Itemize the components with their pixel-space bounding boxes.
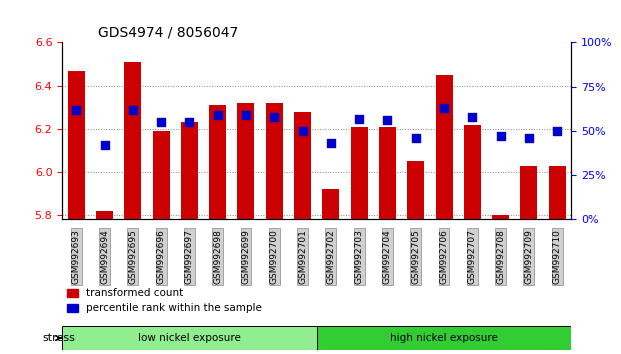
Text: high nickel exposure: high nickel exposure — [390, 333, 498, 343]
Point — [496, 133, 505, 139]
Bar — [379, 127, 396, 219]
Bar — [237, 103, 255, 219]
Text: GDS4974 / 8056047: GDS4974 / 8056047 — [97, 26, 238, 40]
Point — [184, 119, 194, 125]
Point — [439, 105, 449, 111]
Bar — [351, 127, 368, 219]
Bar — [549, 166, 566, 219]
FancyBboxPatch shape — [62, 326, 317, 350]
Text: low nickel exposure: low nickel exposure — [138, 333, 241, 343]
Point — [213, 112, 223, 118]
FancyBboxPatch shape — [317, 326, 571, 350]
Bar — [181, 122, 198, 219]
Point — [241, 112, 251, 118]
Text: stress: stress — [42, 333, 75, 343]
Point — [524, 135, 534, 141]
Bar — [294, 112, 311, 219]
Point — [71, 107, 81, 113]
Bar — [407, 161, 424, 219]
Point — [383, 118, 392, 123]
Bar — [492, 215, 509, 219]
Point — [468, 114, 478, 120]
Bar — [153, 131, 170, 219]
Bar — [435, 75, 453, 219]
Point — [410, 135, 420, 141]
Point — [270, 114, 279, 120]
Legend: transformed count, percentile rank within the sample: transformed count, percentile rank withi… — [67, 288, 262, 313]
Point — [156, 119, 166, 125]
Bar — [96, 211, 113, 219]
Bar — [209, 105, 226, 219]
Bar — [322, 189, 339, 219]
Bar — [520, 166, 537, 219]
Point — [297, 128, 307, 134]
Bar — [464, 125, 481, 219]
Point — [552, 128, 562, 134]
Point — [354, 116, 364, 121]
Bar — [266, 103, 283, 219]
Point — [326, 141, 336, 146]
Point — [99, 142, 109, 148]
Bar — [68, 70, 84, 219]
Point — [128, 107, 138, 113]
Bar — [124, 62, 142, 219]
